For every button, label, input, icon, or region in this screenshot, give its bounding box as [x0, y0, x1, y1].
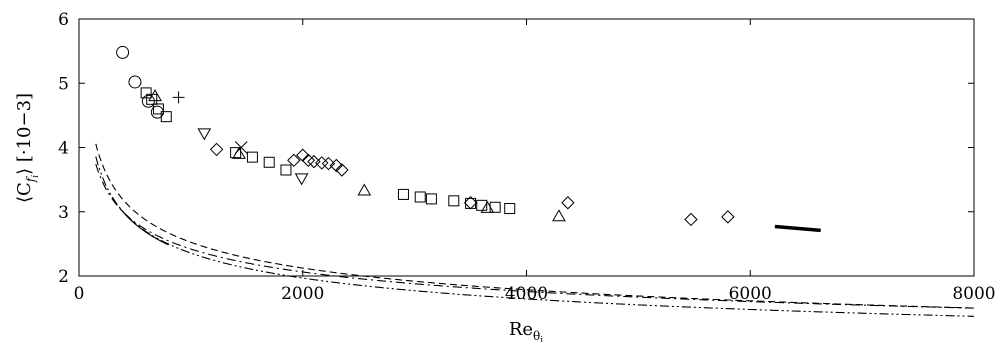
- triangle-up-marker: [552, 209, 566, 222]
- triangle-up-marker: [357, 183, 372, 196]
- square-marker: [476, 199, 488, 211]
- square-marker: [425, 193, 437, 205]
- y-tick-label: 3: [58, 203, 69, 223]
- square-marker: [230, 147, 242, 159]
- square-marker: [152, 103, 164, 115]
- square-marker: [448, 195, 460, 207]
- y-tick-label: 4: [58, 139, 69, 159]
- square-marker: [140, 87, 152, 99]
- diamond-marker: [561, 196, 575, 210]
- data-markers: [116, 45, 735, 227]
- y-tick-label: 2: [58, 267, 69, 287]
- diamond-marker: [307, 154, 321, 169]
- square-marker: [246, 151, 258, 163]
- diamond-marker: [321, 156, 336, 171]
- y-axis-label: ⟨Cfi⟩ [·10−3]: [14, 93, 41, 203]
- diamond-marker: [329, 158, 344, 173]
- solid-curve: [118, 206, 169, 246]
- x-tick-label: 6000: [729, 284, 772, 304]
- y-tick-label: 5: [58, 74, 69, 94]
- square-marker: [146, 93, 158, 105]
- square-marker: [397, 188, 409, 200]
- thick-segment: [774, 224, 821, 233]
- x-tick-label: 4000: [505, 284, 548, 304]
- triangle-down-marker: [197, 128, 212, 141]
- square-marker: [504, 203, 516, 215]
- diamond-marker: [209, 142, 224, 157]
- circle-marker: [116, 45, 130, 59]
- x-tick-label: 0: [74, 284, 85, 304]
- circle-marker: [141, 94, 155, 108]
- x-tick-label: 8000: [952, 284, 995, 304]
- plot-area-frame: [78, 18, 975, 277]
- diamond-marker: [463, 196, 478, 210]
- diamond-marker: [684, 212, 698, 227]
- model-curves: [95, 143, 974, 317]
- diamond-marker: [301, 153, 316, 168]
- circle-marker: [128, 75, 142, 89]
- y-tick-label: 6: [58, 10, 69, 30]
- x-tick-label: 2000: [281, 284, 324, 304]
- triangle-up-marker: [148, 89, 162, 102]
- dashdot-curve: [95, 163, 974, 309]
- triangle-down-marker: [294, 173, 309, 186]
- axis-ticks: 0 2000 4000 6000 8000 2 3 4 5 6: [58, 10, 995, 304]
- square-marker: [414, 191, 426, 203]
- square-marker: [280, 164, 292, 176]
- square-marker: [263, 156, 275, 168]
- dashdotdot-curve: [95, 156, 974, 317]
- cross-marker: [234, 141, 248, 154]
- plus-marker: [172, 91, 185, 104]
- diamond-marker: [335, 163, 349, 177]
- triangle-up-marker: [480, 200, 495, 213]
- square-marker: [160, 111, 172, 123]
- square-marker: [489, 201, 501, 213]
- diamond-marker: [721, 210, 735, 224]
- x-axis-label: Reθi: [509, 319, 543, 342]
- diamond-marker: [287, 153, 301, 168]
